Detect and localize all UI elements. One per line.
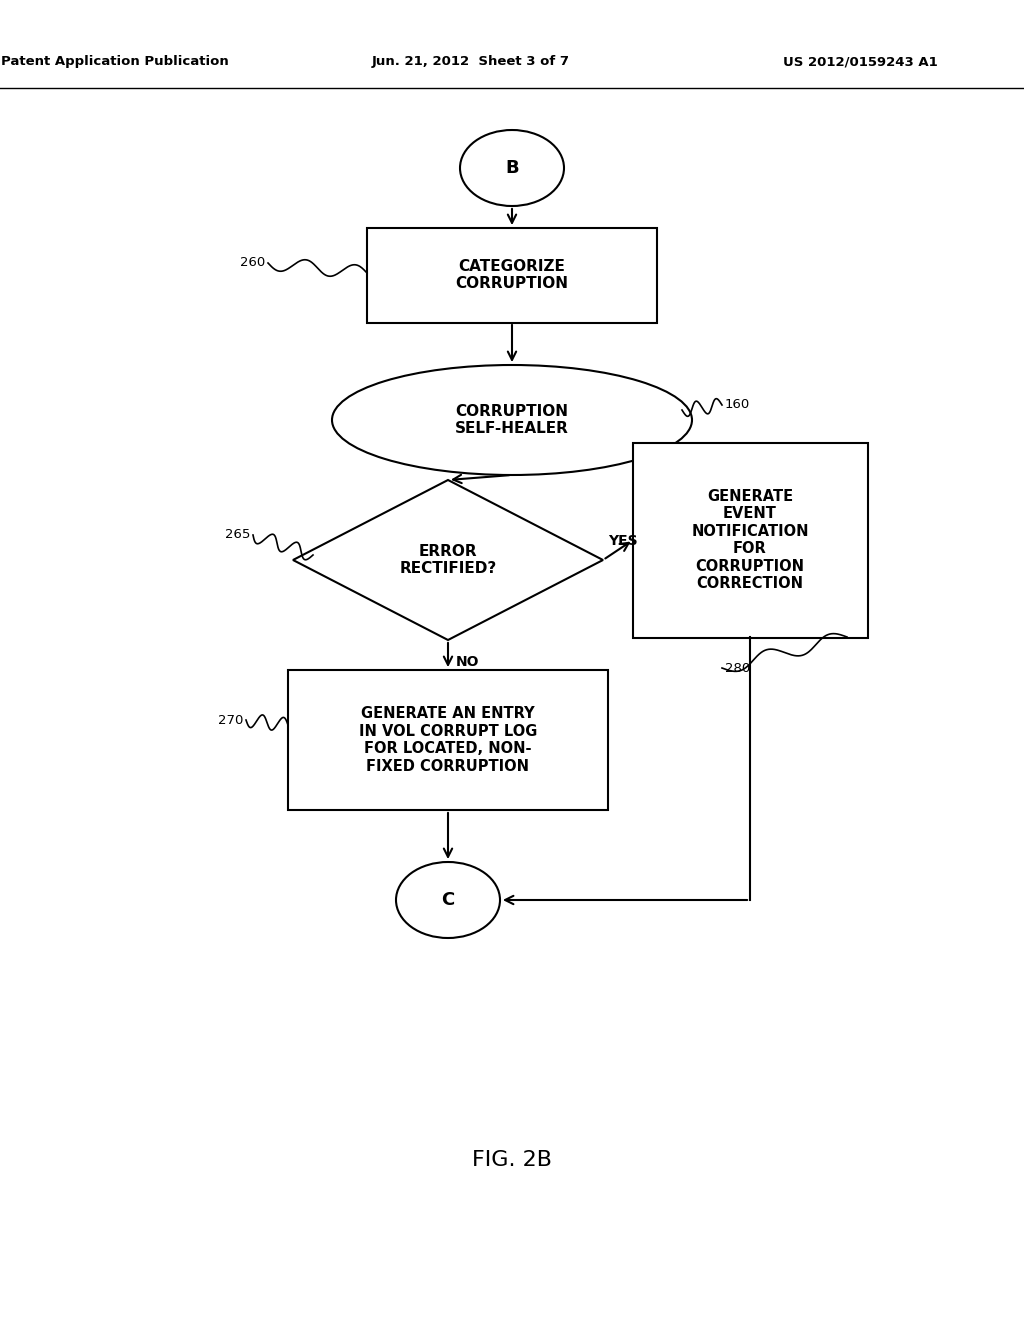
- Text: 160: 160: [725, 399, 751, 412]
- Text: B: B: [505, 158, 519, 177]
- Text: 270: 270: [218, 714, 243, 726]
- Ellipse shape: [332, 366, 692, 475]
- Text: YES: YES: [608, 535, 638, 548]
- Text: FIG. 2B: FIG. 2B: [472, 1150, 552, 1170]
- Text: 260: 260: [240, 256, 265, 269]
- Text: Patent Application Publication: Patent Application Publication: [1, 55, 229, 69]
- Text: NO: NO: [456, 655, 479, 669]
- Text: 280: 280: [725, 661, 751, 675]
- Text: GENERATE AN ENTRY
IN VOL CORRUPT LOG
FOR LOCATED, NON-
FIXED CORRUPTION: GENERATE AN ENTRY IN VOL CORRUPT LOG FOR…: [358, 706, 538, 774]
- Ellipse shape: [396, 862, 500, 939]
- Ellipse shape: [460, 129, 564, 206]
- Text: CATEGORIZE
CORRUPTION: CATEGORIZE CORRUPTION: [456, 259, 568, 292]
- Bar: [633, 442, 867, 638]
- Text: 265: 265: [224, 528, 250, 541]
- Text: GENERATE
EVENT
NOTIFICATION
FOR
CORRUPTION
CORRECTION: GENERATE EVENT NOTIFICATION FOR CORRUPTI…: [691, 488, 809, 591]
- Bar: [367, 227, 657, 322]
- Text: C: C: [441, 891, 455, 909]
- Bar: [288, 671, 608, 810]
- Text: ERROR
RECTIFIED?: ERROR RECTIFIED?: [399, 544, 497, 577]
- Text: US 2012/0159243 A1: US 2012/0159243 A1: [782, 55, 938, 69]
- Text: Jun. 21, 2012  Sheet 3 of 7: Jun. 21, 2012 Sheet 3 of 7: [372, 55, 570, 69]
- Polygon shape: [293, 480, 603, 640]
- Text: CORRUPTION
SELF-HEALER: CORRUPTION SELF-HEALER: [455, 404, 569, 436]
